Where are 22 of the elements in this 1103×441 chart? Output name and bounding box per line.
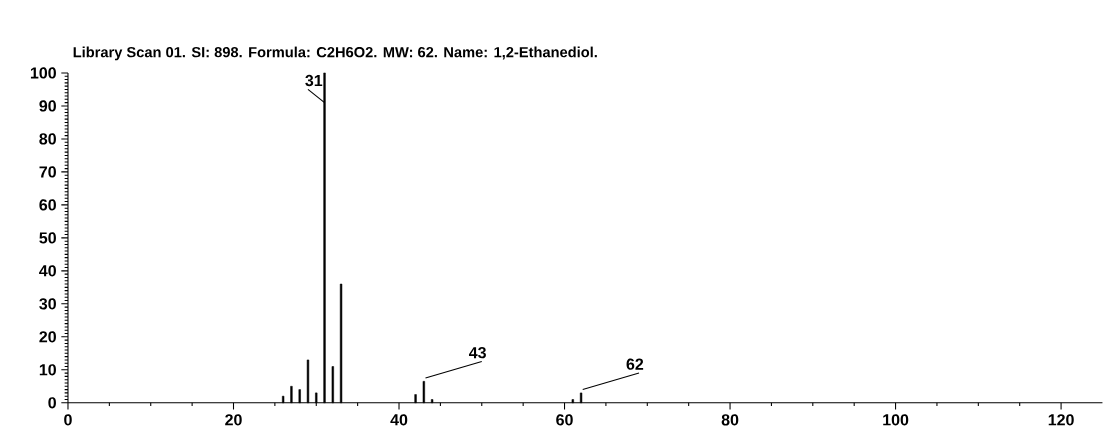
y-tick-label: 10 — [39, 364, 56, 376]
y-tick-label: 0 — [48, 397, 56, 409]
annotation: 62 — [626, 358, 644, 370]
x-tick-label: 60 — [556, 414, 573, 426]
x-tick-label: 80 — [721, 414, 739, 426]
y-tick-label: 70 — [39, 166, 56, 178]
y-tick-label: 80 — [39, 133, 56, 145]
x-tick-label: 40 — [390, 414, 408, 426]
y-tick-label: 20 — [39, 331, 56, 343]
x-tick-label: 100 — [883, 414, 909, 426]
y-tick-label: 40 — [39, 265, 56, 277]
y-tick-label: 100 — [30, 67, 56, 79]
x-tick-label: 0 — [64, 414, 72, 426]
annotation: 31 — [305, 74, 323, 87]
y-tick-label: 90 — [39, 100, 56, 112]
y-tick-label: 50 — [39, 232, 56, 244]
x-tick-label: 20 — [225, 414, 242, 426]
chart-title: Library Scan 01. SI: 898. Formula: C2H6O2. MW: 62. Name: 1,2-Ethanediol. — [73, 46, 597, 61]
y-tick-label: 60 — [39, 199, 56, 211]
annotation: 43 — [468, 347, 486, 359]
x-tick-label: 120 — [1048, 414, 1074, 426]
y-tick-label: 30 — [39, 298, 56, 310]
